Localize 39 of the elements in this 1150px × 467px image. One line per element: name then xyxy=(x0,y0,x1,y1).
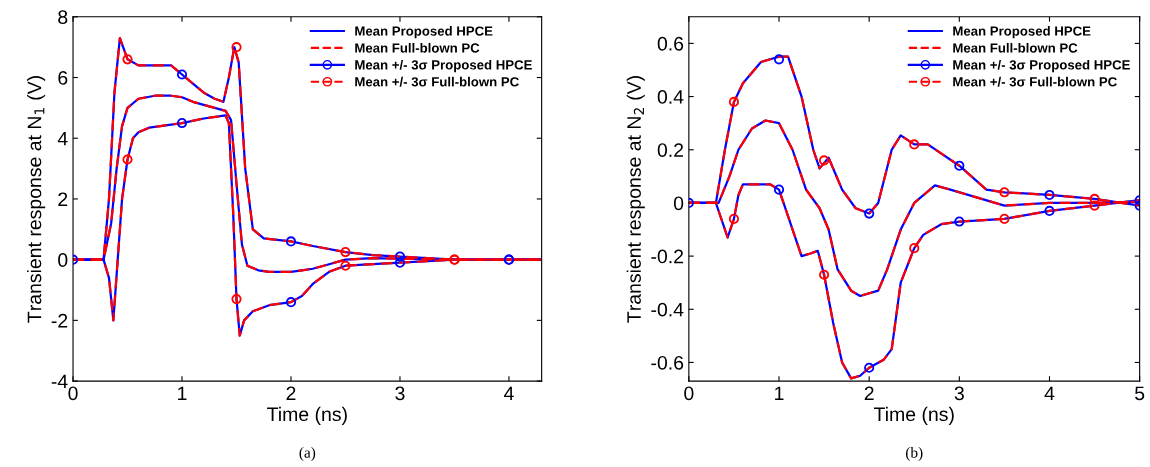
y-tick-label: 0 xyxy=(58,253,68,267)
legend-label: Mean Full-blown PC xyxy=(953,42,1078,53)
y-tick-label: -0.6 xyxy=(651,355,684,370)
y-tick-label: 0.4 xyxy=(657,90,684,104)
y-tick-label: -0.4 xyxy=(651,302,684,317)
x-tick-label: 2 xyxy=(286,386,296,401)
y-tick-label: -4 xyxy=(51,374,68,389)
x-tick-label: 3 xyxy=(954,386,964,401)
y-tick-label: 0 xyxy=(673,196,684,211)
legend-label: Mean +/- 3σ Proposed HPCE xyxy=(953,59,1130,73)
y-tick-label: -2 xyxy=(51,313,68,328)
x-axis-title: Time (ns) xyxy=(874,406,954,425)
legend-label: Mean Proposed HPCE xyxy=(355,26,493,39)
legend-label: Mean Full-blown PC xyxy=(355,42,480,53)
x-tick-label: 0 xyxy=(684,386,694,401)
legend-label: Mean +/- 3σ Full-blown PC xyxy=(953,76,1117,87)
y-tick-label: 6 xyxy=(58,70,68,85)
legend-label: Mean +/- 3σ Proposed HPCE xyxy=(355,59,532,73)
x-tick-label: 5 xyxy=(1135,386,1145,401)
x-tick-label: 4 xyxy=(504,386,514,401)
y-tick-label: -0.2 xyxy=(651,249,684,264)
x-axis-title: Time (ns) xyxy=(267,406,347,425)
x-tick-label: 1 xyxy=(775,386,784,401)
x-tick-label: 3 xyxy=(395,386,405,401)
y-tick-label: 0.6 xyxy=(657,36,684,51)
legend-label: Mean Proposed HPCE xyxy=(953,26,1091,39)
legend-label: Mean +/- 3σ Full-blown PC xyxy=(355,76,519,87)
x-tick-label: 4 xyxy=(1044,386,1055,401)
y-axis-title: Transient response at N$_{1}$ (V) xyxy=(27,76,46,323)
text: (a) xyxy=(299,447,316,461)
y-tick-label: 4 xyxy=(57,131,68,146)
y-axis-title: Transient response at N$_{2}$ (V) xyxy=(626,76,645,323)
x-tick-label: 1 xyxy=(178,386,187,401)
y-tick-label: 2 xyxy=(58,192,68,206)
x-tick-label: 0 xyxy=(68,386,78,401)
text: (b) xyxy=(906,447,923,461)
y-tick-label: 0.2 xyxy=(657,143,684,157)
y-tick-label: 8 xyxy=(58,10,68,25)
x-tick-label: 2 xyxy=(864,386,874,401)
